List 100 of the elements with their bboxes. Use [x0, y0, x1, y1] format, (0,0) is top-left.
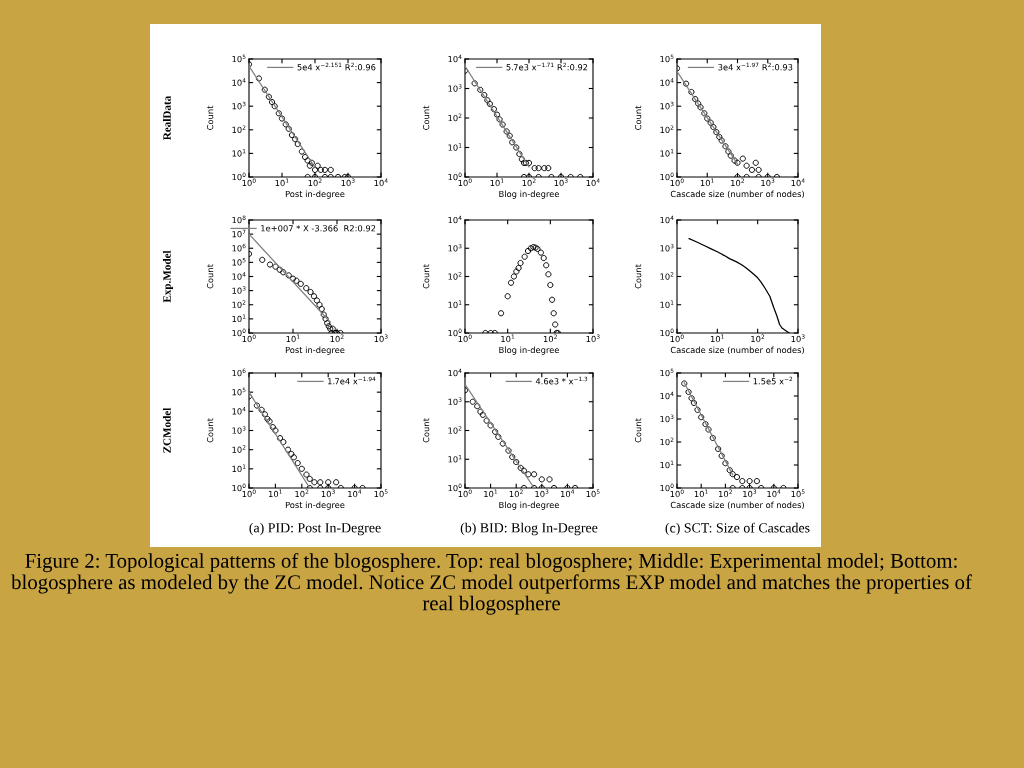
y-tick-label: 10$^{2}$: [660, 125, 674, 134]
y-tick-label: 10$^{0}$: [448, 328, 462, 337]
x-tick-label: 10$^{5}$: [791, 489, 805, 498]
x-tick-label: 10$^{1}$: [501, 334, 515, 343]
x-tick-label: 10$^{2}$: [718, 489, 732, 498]
y-tick-label: 10$^{5}$: [232, 54, 246, 63]
x-tick-label: 10$^{5}$: [374, 489, 388, 498]
y-tick-label: 10$^{4}$: [232, 272, 246, 280]
y-tick-label: 10$^{4}$: [660, 215, 674, 224]
y-tick-label: 10$^{0}$: [232, 328, 246, 337]
y-tick-label: 10$^{2}$: [660, 272, 674, 280]
legend-label: 5e4 x$^{−2.151}$ R$^{2}$:0.96: [297, 62, 376, 71]
x-tick-label: 10$^{2}$: [543, 334, 557, 343]
x-tick-label: 10$^{4}$: [560, 489, 575, 498]
y-tick-label: 10$^{1}$: [232, 149, 246, 157]
y-tick-label: 10$^{2}$: [232, 300, 246, 308]
x-tick-label: 10$^{4}$: [586, 178, 600, 187]
text: Exp.Model: [162, 250, 174, 303]
y-tick-label: 10$^{2}$: [660, 437, 674, 446]
y-tick-label: 10$^{6}$: [232, 368, 246, 377]
y-tick-label: 10$^{3}$: [232, 101, 246, 110]
x-tick-label: 10$^{4}$: [348, 489, 362, 498]
y-tick-label: 10$^{6}$: [232, 243, 246, 252]
x-tick-label: 10$^{1}$: [490, 178, 504, 187]
x-tick-label: 10$^{2}$: [731, 178, 744, 187]
x-tick-label: 10$^{3}$: [743, 489, 757, 498]
x-tick-label: 10$^{1}$: [484, 489, 498, 498]
text: (b) BID: Blog In-Degree: [460, 522, 598, 536]
x-tick-label: 10$^{3}$: [791, 334, 805, 343]
y-tick-label: 10$^{1}$: [660, 300, 674, 308]
x-tick-label: 10$^{2}$: [330, 334, 344, 343]
y-tick-label: 10$^{4}$: [660, 78, 674, 86]
y-tick-label: 10$^{2}$: [448, 426, 462, 434]
y-tick-label: 10$^{2}$: [448, 113, 462, 122]
x-axis-title: Post in-degree: [285, 346, 345, 355]
y-axis-title: Count: [634, 418, 642, 443]
y-tick-label: 10$^{3}$: [448, 397, 462, 405]
y-tick-label: 10$^{0}$: [448, 172, 462, 181]
y-tick-label: 10$^{3}$: [232, 426, 246, 434]
y-tick-label: 10$^{1}$: [448, 300, 462, 308]
y-tick-label: 10$^{1}$: [660, 149, 674, 157]
text: 1.5e5 x$^{−2}$: [753, 376, 793, 385]
y-tick-label: 10$^{4}$: [232, 78, 246, 86]
x-tick-label: 10$^{4}$: [791, 178, 805, 187]
y-tick-label: 10$^{3}$: [660, 101, 674, 110]
text: ZCModel: [162, 407, 171, 453]
y-tick-label: 10$^{7}$: [232, 229, 246, 238]
y-tick-label: 10$^{0}$: [232, 483, 246, 492]
x-tick-label: 10$^{1}$: [710, 334, 724, 343]
y-tick-label: 10$^{3}$: [448, 84, 462, 92]
y-tick-label: 10$^{3}$: [660, 243, 674, 252]
x-tick-label: 10$^{3}$: [341, 178, 355, 187]
y-axis-title: Count: [634, 105, 642, 130]
y-tick-label: 10$^{4}$: [232, 407, 246, 415]
caption: Figure 2: Topological patterns of the blogosphere. Top: real blogosphere; Middle: Experimental model; Bottom: blogosphere as modeled by the ZC model. Notice ZC model outperforms EXP model and matches the properties of real blogosphere: [11, 553, 972, 615]
y-tick-label: 10$^{2}$: [448, 272, 462, 280]
y-axis-title: Count: [206, 418, 214, 443]
text: (c) SCT: Size of Cascades: [665, 522, 810, 536]
x-tick-label: 10$^{3}$: [321, 489, 335, 498]
x-axis-title: Blog in-degree: [499, 501, 559, 510]
x-tick-label: 10$^{2}$: [308, 178, 322, 187]
x-tick-label: 10$^{3}$: [554, 178, 568, 187]
y-tick-label: 10$^{4}$: [448, 215, 462, 224]
x-axis-title: Blog in-degree: [499, 346, 559, 355]
x-tick-label: 10$^{3}$: [761, 178, 775, 187]
y-tick-label: 10$^{1}$: [232, 314, 246, 323]
y-tick-label: 10$^{0}$: [232, 172, 246, 181]
x-tick-label: 10$^{3}$: [374, 334, 388, 343]
y-axis-title: Count: [422, 105, 430, 130]
x-axis-title: Blog in-degree: [499, 190, 559, 199]
y-tick-label: 10$^{5}$: [232, 387, 246, 396]
y-axis-title: Count: [422, 264, 430, 289]
y-tick-label: 10$^{5}$: [660, 54, 674, 63]
x-tick-label: 10$^{2}$: [522, 178, 536, 187]
y-tick-label: 10$^{3}$: [660, 414, 674, 423]
text: 1.7e4 x$^{−1.94}$: [328, 376, 376, 385]
x-tick-label: 10$^{2}$: [295, 489, 309, 498]
legend-label: 5.7e3 x$^{−1.71}$ R$^{2}$:0.92: [506, 62, 588, 71]
x-tick-label: 10$^{0}$: [242, 178, 256, 187]
y-tick-label: 10$^{1}$: [448, 454, 462, 463]
y-tick-label: 10$^{4}$: [448, 54, 462, 63]
y-tick-label: 10$^{3}$: [232, 286, 246, 294]
x-tick-label: 10$^{1}$: [694, 489, 708, 498]
y-tick-label: 10$^{0}$: [448, 483, 462, 492]
x-tick-label: 10$^{4}$: [767, 489, 781, 498]
text: (a) PID: Post In-Degree: [249, 522, 381, 536]
y-tick-label: 10$^{1}$: [660, 460, 674, 469]
x-axis-title: Post in-degree: [285, 501, 345, 510]
x-tick-label: 10$^{0}$: [670, 334, 684, 343]
y-tick-label: 10$^{5}$: [232, 258, 246, 266]
x-tick-label: 10$^{1}$: [700, 178, 714, 187]
x-tick-label: 10$^{0}$: [242, 489, 256, 498]
x-tick-label: 10$^{2}$: [509, 489, 523, 498]
y-tick-label: 10$^{2}$: [232, 445, 246, 453]
x-axis-title: Cascade size (number of nodes): [670, 346, 804, 355]
y-tick-label: 10$^{0}$: [660, 483, 674, 492]
y-tick-label: 10$^{4}$: [660, 391, 674, 400]
x-axis-title: Cascade size (number of nodes): [670, 190, 804, 199]
y-tick-label: 10$^{2}$: [232, 125, 246, 134]
x-tick-label: 10$^{0}$: [458, 489, 472, 498]
